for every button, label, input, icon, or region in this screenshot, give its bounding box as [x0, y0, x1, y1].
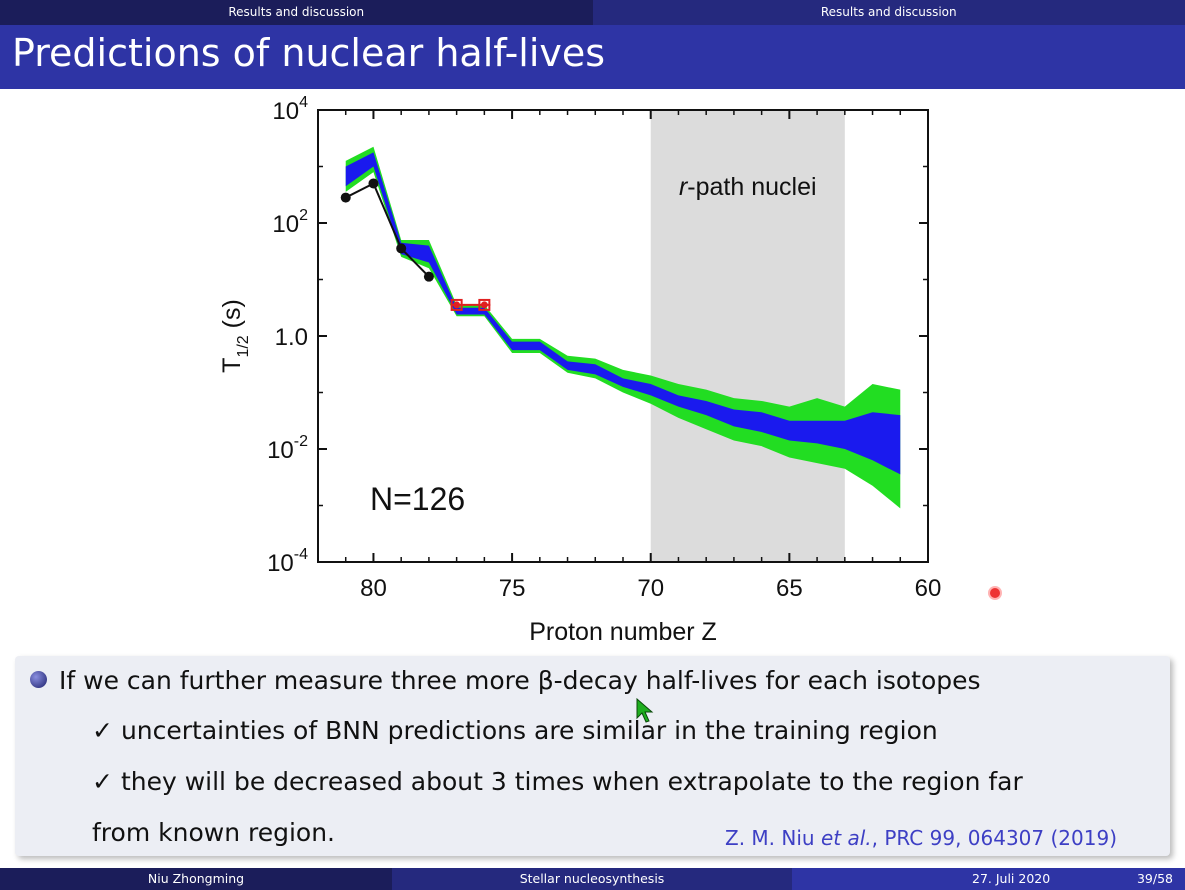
- footer-date: 27. Juli 2020: [972, 871, 1051, 886]
- footer-right: 27. Juli 2020 39/58: [792, 868, 1185, 890]
- citation-ref: , PRC 99, 064307 (2019): [871, 826, 1117, 850]
- bullet-block: [15, 656, 1170, 856]
- bullet-main: If we can further measure three more β-d…: [30, 666, 981, 695]
- sub-bullet-1: ✓ uncertainties of BNN predictions are si…: [92, 716, 938, 745]
- x-tick-label: 70: [637, 575, 664, 602]
- sub-bullet-1-text: uncertainties of BNN predictions are sim…: [120, 716, 938, 745]
- experimental-point: [423, 271, 434, 282]
- new-point: [480, 301, 488, 309]
- r-path-label: r-path nuclei: [679, 173, 817, 201]
- new-point-marker: [478, 298, 491, 311]
- new-point: [453, 301, 461, 309]
- n-126-annotation: N=126: [370, 481, 465, 517]
- sub-bullet-2-text: they will be decreased about 3 times whe…: [120, 767, 1023, 796]
- new-point-marker: [450, 298, 463, 311]
- slide-title: Predictions of nuclear half-lives: [12, 31, 606, 75]
- x-tick-label: 80: [360, 575, 387, 602]
- checkmark-icon: ✓: [92, 716, 113, 745]
- y-tick-label: 104: [272, 94, 308, 125]
- experimental-point: [368, 178, 379, 189]
- chart: 80 75 70 65 60 104 102 1.0 10-2 10-4 Proton number…: [200, 92, 960, 652]
- uncertainty-band-1: [345, 152, 901, 475]
- citation-authors: Z. M. Niu: [725, 826, 821, 850]
- sub-bullet-2-continued: from known region.: [92, 818, 335, 847]
- footer-author: Niu Zhongming: [0, 868, 392, 890]
- slide-title-bar: Predictions of nuclear half-lives: [0, 25, 1185, 89]
- bullet-main-text: If we can further measure three more β-d…: [59, 666, 981, 695]
- mouse-cursor-icon: [636, 698, 654, 723]
- experimental-point: [396, 243, 407, 254]
- experimental-line: [345, 182, 430, 278]
- r-path-region: [650, 110, 845, 562]
- citation[interactable]: Z. M. Niu et al., PRC 99, 064307 (2019): [725, 826, 1117, 850]
- footer-bar: Niu Zhongming Stellar nucleosynthesis 27…: [0, 868, 1185, 890]
- section-right[interactable]: Results and discussion: [592, 0, 1185, 25]
- x-axis-label: Proton number Z: [529, 618, 717, 646]
- y-tick-label: 102: [272, 207, 308, 238]
- y-tick-label: 10-4: [267, 546, 308, 577]
- footer-talk-title: Stellar nucleosynthesis: [392, 868, 792, 890]
- section-left[interactable]: Results and discussion: [0, 0, 593, 25]
- citation-etal: et al.: [820, 826, 872, 850]
- experimental-point: [340, 192, 351, 203]
- x-tick-label: 65: [776, 575, 803, 602]
- laser-pointer-dot: [990, 588, 1000, 598]
- y-tick-label: 1.0: [275, 324, 308, 351]
- bullet-icon: [30, 671, 47, 688]
- checkmark-icon: ✓: [92, 767, 113, 796]
- footer-page-number[interactable]: 39/58: [1136, 871, 1173, 886]
- x-tick-label: 60: [915, 575, 942, 602]
- x-tick-label: 75: [499, 575, 526, 602]
- y-tick-label: 10-2: [267, 433, 308, 464]
- y-axis-label: T1/2 (s): [218, 299, 252, 373]
- top-section-bar: Results and discussion Results and discu…: [0, 0, 1185, 25]
- half-life-chart-svg: 80 75 70 65 60 104 102 1.0 10-2 10-4 Proton number…: [218, 94, 942, 646]
- sub-bullet-2: ✓ they will be decreased about 3 times wh…: [92, 767, 1023, 796]
